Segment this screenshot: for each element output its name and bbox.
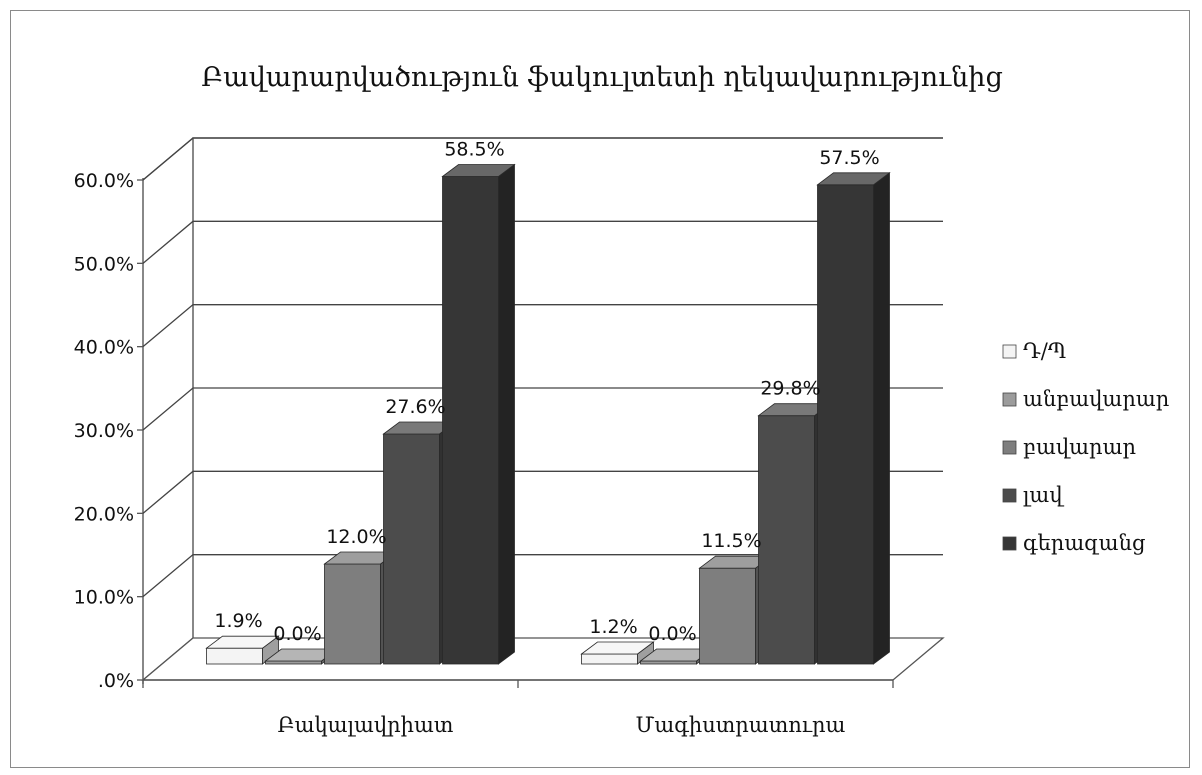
bar-front [758, 415, 815, 665]
chart-title: Բավարարվածություն ֆակուլտետի ղեկավարությ… [201, 62, 1003, 93]
data-label: 0.0% [273, 623, 321, 645]
bars [205, 163, 891, 665]
y-tick-label: 60.0% [74, 170, 134, 192]
gridline [142, 220, 943, 264]
data-label: 27.6% [385, 396, 445, 418]
legend-label: անբավարար [1023, 387, 1169, 411]
y-tick-label: 50.0% [74, 253, 134, 275]
legend-label: բավարար [1023, 435, 1136, 459]
bar [323, 551, 398, 665]
bar-front [699, 567, 756, 665]
bar [205, 635, 280, 665]
data-label: 11.5% [701, 530, 761, 552]
legend-item: անբավարար [1002, 387, 1169, 411]
data-label: 1.2% [589, 616, 637, 638]
y-tick-label: 10.0% [74, 587, 134, 609]
y-tick-label: .0% [98, 670, 134, 692]
y-axis-ticks: .0% 10.0% 20.0% 30.0% 40.0% 50.0% 60.0% [74, 170, 143, 692]
legend-swatch [1002, 440, 1017, 455]
bar-top [205, 635, 280, 649]
bar-top [580, 641, 655, 655]
gridline [142, 470, 943, 514]
bar-side [498, 163, 515, 665]
bar-front [581, 653, 638, 665]
y-tick-label: 40.0% [74, 337, 134, 359]
legend-item: Դ/Պ [1002, 339, 1066, 363]
gridline [142, 304, 943, 348]
legend-item: լավ [1002, 483, 1064, 507]
legend-label: գերազանց [1023, 531, 1145, 555]
bar [580, 641, 655, 665]
gridline [142, 387, 943, 431]
y-tick-label: 20.0% [74, 503, 134, 525]
bar-top [816, 172, 891, 186]
bar-front [640, 660, 697, 665]
data-label: 1.9% [214, 610, 262, 632]
legend-swatch [1002, 344, 1017, 359]
bar-front [324, 563, 381, 665]
legend: Դ/Պ անբավարար բավարար լավ գերազանց [1002, 339, 1169, 555]
bar-front [442, 176, 499, 665]
legend-swatch [1002, 536, 1017, 551]
y-tick-label: 30.0% [74, 420, 134, 442]
legend-label: լավ [1023, 483, 1064, 507]
legend-item: գերազանց [1002, 531, 1145, 555]
gridline [142, 137, 943, 181]
bar-top [441, 164, 516, 177]
data-label: 57.5% [819, 147, 879, 169]
category-label: Մագիստրատուրա [636, 713, 846, 737]
bar-front [206, 647, 263, 665]
data-label: 0.0% [648, 623, 696, 645]
bar [441, 163, 516, 665]
bar [816, 172, 891, 665]
bar-front [265, 660, 322, 665]
gridlines [142, 137, 943, 598]
data-label: 29.8% [760, 378, 820, 400]
bar-front [817, 184, 874, 665]
data-labels: 1.9% 0.0% 12.0% 27.6% 58.5% 1.2% 0.0% 11.5% 29.8… [214, 139, 879, 646]
legend-label: Դ/Պ [1023, 339, 1066, 363]
x-axis: Բակալավրիատ Մագիստրատուրա [142, 679, 894, 737]
gridline [142, 554, 943, 598]
data-label: 12.0% [326, 526, 386, 548]
category-label: Բակալավրիատ [278, 713, 454, 737]
data-label: 58.5% [444, 139, 504, 161]
bar-front [383, 433, 440, 665]
legend-swatch [1002, 488, 1017, 503]
legend-item: բավարար [1002, 435, 1136, 459]
bar-side [873, 172, 890, 665]
legend-swatch [1002, 392, 1017, 407]
